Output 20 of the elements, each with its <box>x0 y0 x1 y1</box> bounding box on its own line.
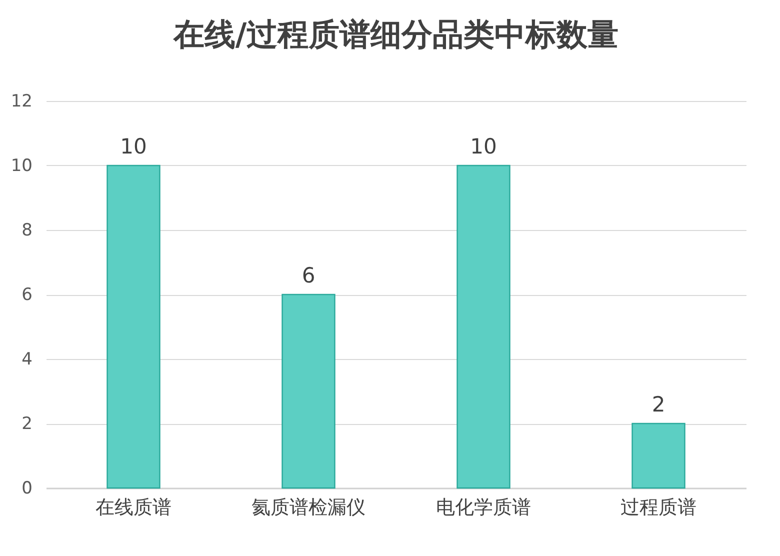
bar <box>456 164 510 489</box>
bar <box>106 164 160 489</box>
x-tick-label: 在线质谱 <box>96 496 172 518</box>
y-tick-label: 2 <box>22 414 32 434</box>
y-tick-label: 10 <box>10 156 32 176</box>
data-label: 10 <box>120 134 147 158</box>
y-tick-label: 8 <box>22 220 32 240</box>
y-tick-label: 0 <box>22 478 32 498</box>
data-label: 2 <box>652 392 666 416</box>
data-label: 6 <box>302 264 316 288</box>
y-tick-label: 12 <box>10 92 32 112</box>
bar <box>632 422 686 489</box>
chart-title: 在线/过程质谱细分品类中标数量 <box>172 17 619 53</box>
data-label: 10 <box>470 134 497 158</box>
x-tick-label: 氦质谱检漏仪 <box>252 496 366 518</box>
x-tick-label: 过程质谱 <box>620 496 696 518</box>
x-tick-label: 电化学质谱 <box>436 496 531 518</box>
y-tick-label: 6 <box>22 285 32 305</box>
bar <box>282 294 336 489</box>
y-tick-label: 4 <box>22 350 32 370</box>
